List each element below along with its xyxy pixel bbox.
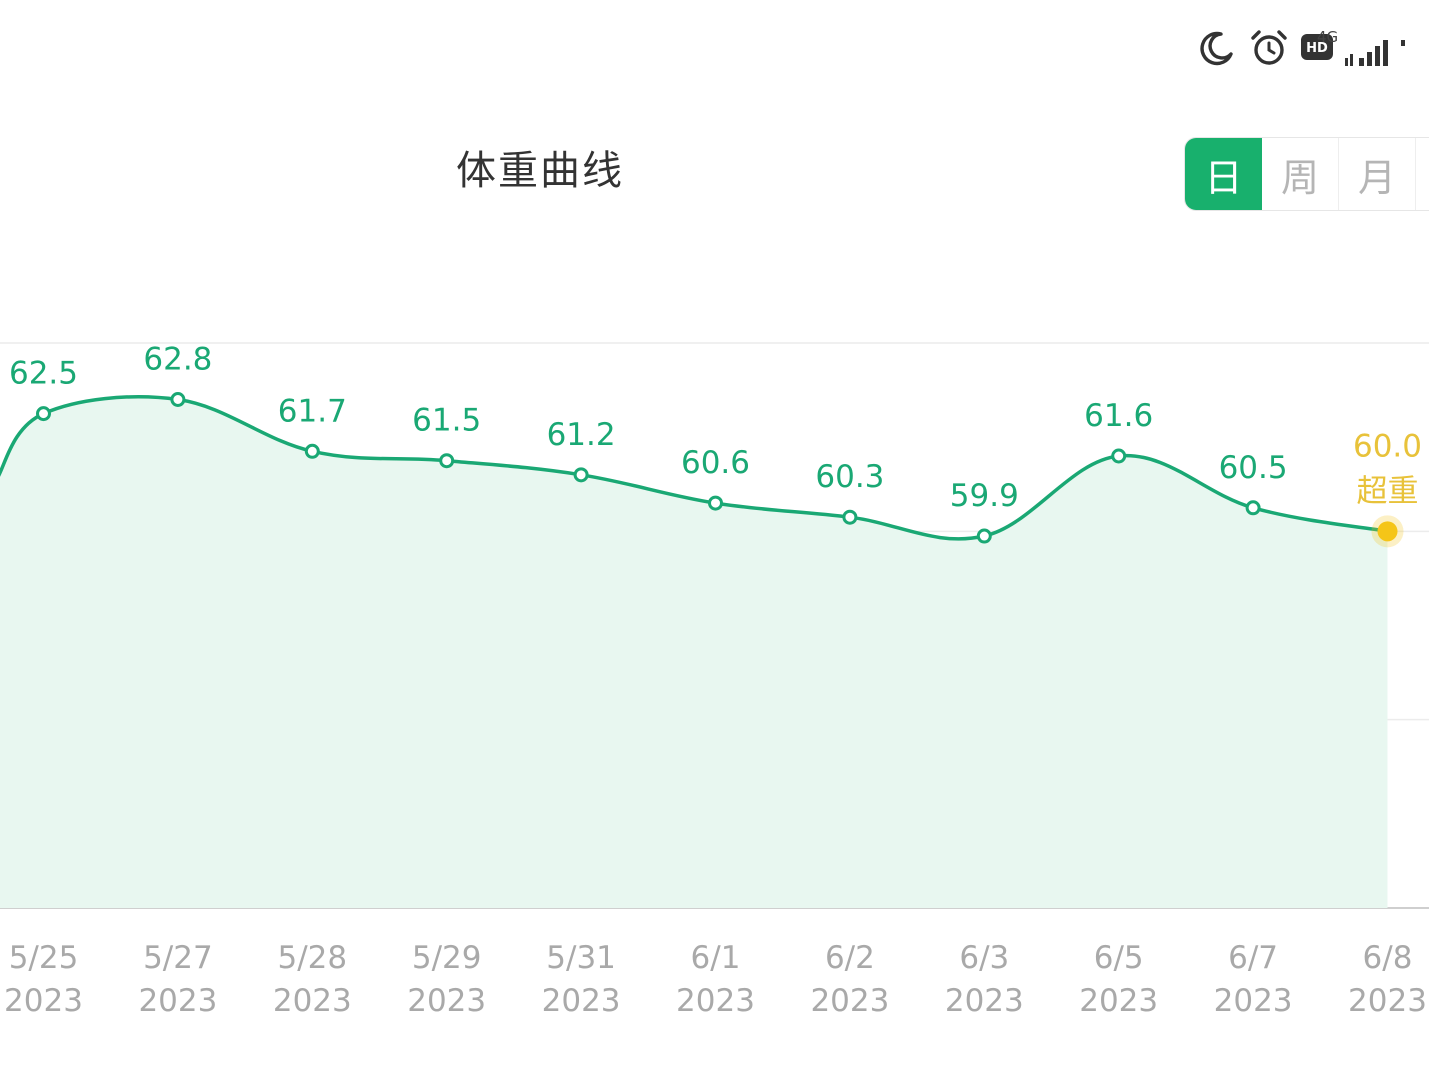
data-label: 59.9	[950, 478, 1019, 514]
x-tick-year: 2023	[4, 983, 83, 1019]
chart-title: 体重曲线	[456, 148, 624, 194]
weight-area	[0, 396, 1388, 908]
signal-icon	[1345, 40, 1405, 66]
x-tick-year: 2023	[810, 983, 889, 1019]
data-label: 62.8	[143, 342, 212, 378]
x-tick-year: 2023	[407, 983, 486, 1019]
x-tick-date: 6/7	[1228, 940, 1278, 976]
status-label: 超重	[1357, 473, 1419, 509]
data-label: 60.0	[1353, 428, 1422, 464]
data-point	[976, 528, 992, 544]
x-tick-date: 5/29	[412, 940, 482, 976]
hd-label: HD	[1306, 41, 1328, 56]
data-label: 61.6	[1084, 398, 1153, 434]
data-label: 61.5	[412, 403, 481, 439]
x-tick-year: 2023	[945, 983, 1024, 1019]
data-label: 61.2	[547, 417, 616, 453]
tab-month[interactable]: 月	[1339, 138, 1416, 210]
data-point	[842, 509, 858, 525]
x-tick-date: 6/3	[959, 940, 1009, 976]
data-point	[573, 467, 589, 483]
data-point	[439, 453, 455, 469]
data-point	[36, 406, 51, 422]
data-point	[1245, 500, 1261, 516]
x-tick-year: 2023	[1214, 983, 1293, 1019]
data-label: 62.5	[9, 356, 78, 392]
data-label: 60.6	[681, 445, 750, 481]
data-label: 61.7	[278, 393, 347, 429]
status-bar: HD 4G	[1169, 22, 1429, 74]
x-tick-date: 6/8	[1363, 940, 1413, 976]
x-tick-date: 5/31	[546, 940, 616, 976]
x-tick-date: 6/5	[1094, 940, 1144, 976]
data-point	[170, 392, 186, 407]
tab-day[interactable]: 日	[1185, 138, 1262, 210]
data-point	[1111, 448, 1127, 464]
x-tick-year: 2023	[1079, 983, 1158, 1019]
data-point-highlight	[1377, 521, 1398, 542]
data-point	[708, 495, 723, 511]
x-tick-year: 2023	[542, 983, 621, 1019]
x-tick-year: 2023	[273, 983, 352, 1019]
hd-icon: HD	[1301, 34, 1333, 60]
moon-icon	[1200, 31, 1233, 66]
tab-week[interactable]: 周	[1262, 138, 1339, 210]
x-tick-date: 5/28	[277, 940, 347, 976]
x-tick-date: 5/25	[9, 940, 79, 976]
x-tick-date: 6/2	[825, 940, 875, 976]
data-label: 60.3	[815, 459, 884, 495]
x-tick-year: 2023	[1348, 983, 1427, 1019]
x-tick-year: 2023	[676, 983, 755, 1019]
data-label: 60.5	[1219, 450, 1288, 486]
data-point	[304, 443, 320, 459]
x-tick-year: 2023	[138, 983, 217, 1019]
network-type-label: 4G	[1317, 28, 1339, 46]
period-toggle: 日 周 月	[1184, 137, 1429, 211]
alarm-icon	[1251, 30, 1287, 65]
x-tick-date: 6/1	[691, 940, 741, 976]
x-tick-date: 5/27	[143, 940, 213, 976]
